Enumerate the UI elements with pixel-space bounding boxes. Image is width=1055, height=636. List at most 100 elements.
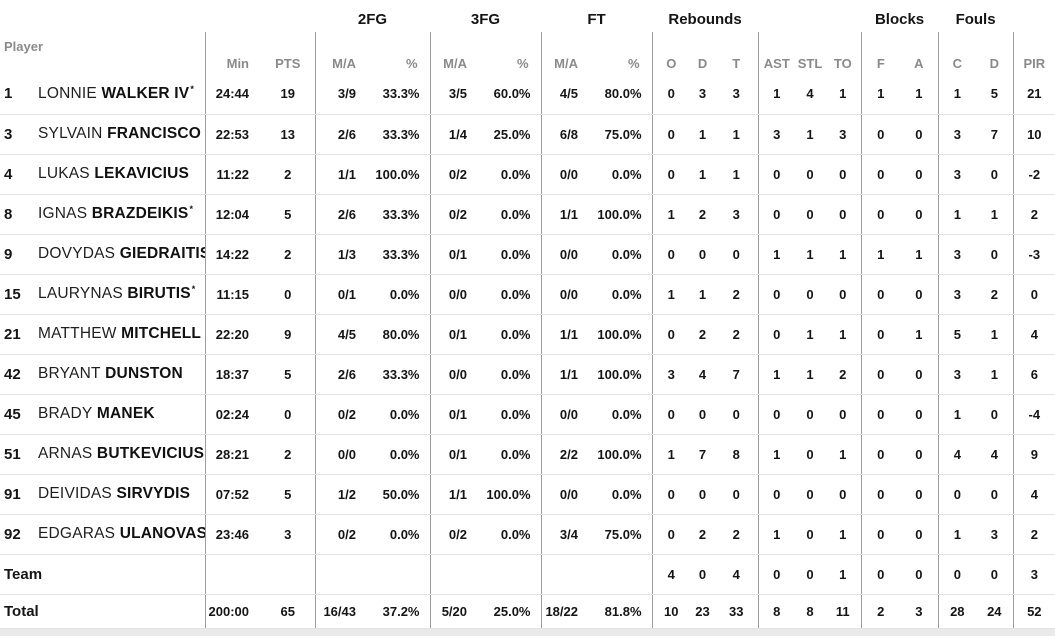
minutes: 28:21 [205, 434, 261, 475]
points: 9 [261, 314, 316, 355]
rebounds-defensive: 3 [690, 74, 716, 115]
fg3-made-attempted: 0/1 [430, 234, 483, 275]
fg3-made-attempted: 0/0 [430, 274, 483, 315]
player-first-name: IGNAS [38, 205, 88, 223]
fg2-percent: 33.3% [372, 194, 431, 235]
ft-made-attempted: 0/0 [541, 154, 594, 195]
rebounds-defensive: 1 [690, 274, 716, 315]
points: 65 [261, 594, 316, 629]
points: 0 [261, 274, 316, 315]
fouls-drawn: 7 [976, 114, 1014, 155]
ft-made-attempted: 4/5 [541, 74, 594, 115]
assists: 0 [758, 154, 796, 195]
ft-made-attempted: 1/1 [541, 354, 594, 395]
rebounds-defensive: 2 [690, 514, 716, 555]
fg2-percent: 0.0% [372, 434, 431, 475]
blocks-against: 0 [900, 194, 939, 235]
assists: 1 [758, 354, 796, 395]
rebounds-defensive: 0 [690, 554, 716, 595]
column-header-to: TO [825, 32, 862, 74]
player-name: BRADY MANEK [28, 394, 206, 435]
player-name: LAURYNAS BIRUTIS* [28, 274, 206, 315]
blocks-favor: 2 [861, 594, 901, 629]
rebounds-total: 8 [715, 434, 759, 475]
column-header-2fg-ma: M/A [332, 56, 356, 71]
jersey-number: 21 [0, 314, 28, 355]
fouls-committed: 1 [938, 514, 977, 555]
assists: 1 [758, 234, 796, 275]
player-last-name: BUTKEVICIUS [96, 445, 205, 462]
blocks-against: 0 [900, 154, 939, 195]
assists: 1 [758, 74, 796, 115]
ft-percent: 0.0% [594, 274, 653, 315]
rebounds-total: 33 [715, 594, 759, 629]
column-header-stl: STL [797, 56, 823, 71]
fouls-drawn: 0 [976, 154, 1014, 195]
minutes: 200:00 [205, 594, 261, 629]
fg2-made-attempted: 16/43 [315, 594, 372, 629]
column-header-fouls-c: C [952, 56, 962, 71]
jersey-number: 15 [0, 274, 28, 315]
fouls-committed: 3 [938, 274, 977, 315]
pir-value: 52 [1013, 594, 1055, 629]
turnovers: 1 [825, 434, 862, 475]
pir-value: 2 [1013, 514, 1055, 555]
player-name: DOVYDAS GIEDRAITIS* [28, 234, 206, 275]
fouls-drawn: 0 [976, 554, 1014, 595]
ft-percent: 100.0% [594, 194, 653, 235]
assists: 0 [758, 314, 796, 355]
fg3-made-attempted: 0/2 [430, 154, 483, 195]
minutes: 14:22 [205, 234, 261, 275]
minutes: 02:24 [205, 394, 261, 435]
blocks-favor: 0 [861, 154, 901, 195]
fouls-drawn: 3 [976, 514, 1014, 555]
assists: 1 [758, 434, 796, 475]
fg2-percent: 33.3% [372, 234, 431, 275]
fg2-made-attempted: 0/2 [315, 514, 372, 555]
rebounds-offensive: 3 [652, 354, 691, 395]
group-header-2fg: 2FG [357, 10, 388, 28]
fouls-committed: 4 [938, 434, 977, 475]
fouls-drawn: 0 [976, 474, 1014, 515]
rebounds-total: 7 [715, 354, 759, 395]
ft-percent: 0.0% [594, 154, 653, 195]
assists: 0 [758, 394, 796, 435]
group-header-fouls: Fouls [955, 10, 996, 28]
player-last-name: FRANCISCO [107, 125, 202, 142]
rebounds-defensive: 2 [690, 194, 716, 235]
fg3-percent [483, 554, 542, 595]
turnovers: 0 [825, 274, 862, 315]
rebounds-defensive: 2 [690, 314, 716, 355]
player-last-name: MANEK [96, 405, 155, 422]
fg2-percent: 37.2% [372, 594, 431, 629]
player-first-name: BRYANT [38, 365, 101, 382]
minutes: 23:46 [205, 514, 261, 555]
pir-value: -4 [1013, 394, 1055, 435]
rebounds-offensive: 1 [652, 274, 691, 315]
blocks-against: 0 [900, 274, 939, 315]
blocks-against: 3 [900, 594, 939, 629]
fg3-percent: 0.0% [483, 434, 542, 475]
fg3-made-attempted: 3/5 [430, 74, 483, 115]
fg2-made-attempted: 1/3 [315, 234, 372, 275]
ft-made-attempted: 1/1 [541, 194, 594, 235]
fg3-percent: 0.0% [483, 514, 542, 555]
rebounds-offensive: 0 [652, 474, 691, 515]
fg3-made-attempted: 1/1 [430, 474, 483, 515]
fg3-percent: 100.0% [483, 474, 542, 515]
column-header-3fg-ma: M/A [443, 56, 467, 71]
fouls-drawn: 2 [976, 274, 1014, 315]
column-header-player: Player [0, 32, 206, 74]
player-first-name: EDGARAS [38, 525, 116, 543]
blocks-favor: 0 [861, 354, 901, 395]
steals: 0 [795, 434, 826, 475]
fg3-made-attempted: 0/1 [430, 394, 483, 435]
fg2-percent: 0.0% [372, 394, 431, 435]
ft-percent: 100.0% [594, 314, 653, 355]
steals: 8 [795, 594, 826, 629]
column-header-2fg-pct: % [372, 32, 431, 74]
column-header-reb-t: T [715, 32, 759, 74]
minutes: 12:04 [205, 194, 261, 235]
blocks-against: 0 [900, 554, 939, 595]
